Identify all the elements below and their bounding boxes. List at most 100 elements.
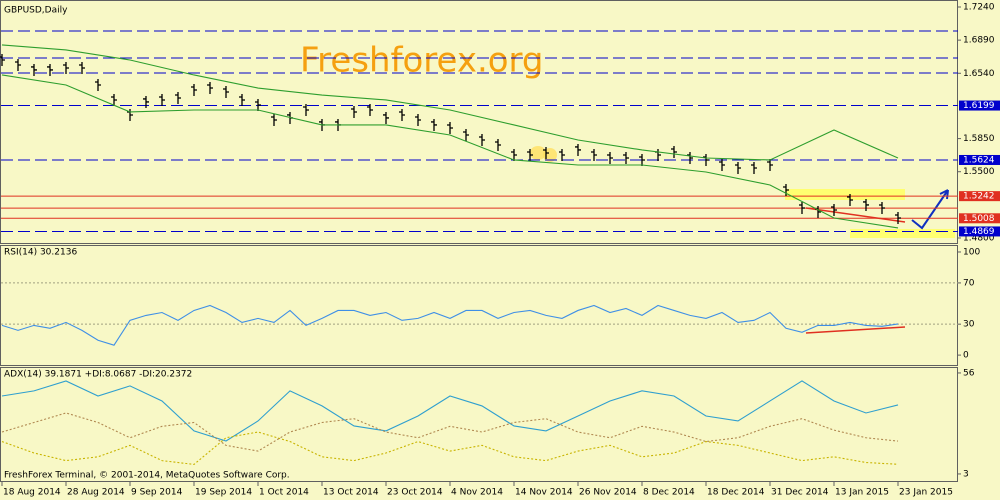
y-tick-label: 1.5850	[963, 134, 995, 144]
level-badge	[959, 154, 1000, 165]
x-tick-label: 28 Aug 2014	[67, 488, 125, 498]
price-bar	[751, 162, 757, 175]
series-line	[1, 44, 899, 161]
x-tick-label: 8 Dec 2014	[643, 488, 695, 498]
x-tick-label: 14 Nov 2014	[515, 488, 573, 498]
price-bar	[143, 95, 149, 108]
y-tick-label: 1.6890	[963, 36, 995, 46]
price-bar	[47, 63, 53, 76]
price-bar	[591, 148, 597, 161]
x-tick-label: 13 Oct 2014	[323, 488, 379, 498]
price-bar	[575, 143, 581, 156]
price-bar	[191, 84, 197, 97]
price-bar	[63, 61, 69, 74]
price-bar	[223, 86, 229, 99]
price-bar	[31, 63, 37, 76]
price-bar	[543, 146, 549, 159]
price-bar	[735, 162, 741, 175]
price-bar	[767, 158, 773, 171]
price-bar	[719, 158, 725, 171]
x-tick-label: 23 Jan 2015	[899, 488, 953, 498]
price-bar	[351, 105, 357, 118]
price-bar	[671, 146, 677, 159]
level-label: 1.5624	[963, 155, 995, 165]
price-bar	[559, 148, 565, 161]
price-bar	[207, 82, 213, 95]
series-line	[1, 74, 899, 229]
y-tick-label: 70	[963, 278, 975, 288]
y-tick-label: 0	[963, 351, 969, 361]
price-bar	[527, 148, 533, 161]
level-label: 1.6199	[963, 101, 995, 111]
price-bar	[879, 201, 885, 214]
price-bar	[831, 203, 837, 216]
price-bar	[15, 59, 21, 72]
price-bar	[863, 198, 869, 211]
price-bar	[367, 103, 373, 116]
level-badge	[959, 226, 1000, 237]
indicator-title: RSI(14) 30.2136	[4, 248, 77, 258]
y-tick-label: 56	[963, 368, 975, 378]
x-tick-label: 18 Aug 2014	[3, 488, 61, 498]
series-line	[1, 431, 899, 465]
y-tick-label: 30	[963, 320, 975, 330]
forecast-arrow	[911, 189, 949, 230]
highlight-circle	[530, 146, 546, 160]
price-bar	[607, 151, 613, 164]
price-bar	[415, 114, 421, 127]
x-tick-label: 23 Oct 2014	[387, 488, 443, 498]
panel-frame	[0, 367, 958, 482]
y-tick-label: 1.4800	[963, 233, 995, 243]
price-bar	[383, 111, 389, 124]
trend-line	[805, 326, 906, 334]
price-bar	[447, 121, 453, 134]
indicator-title: ADX(14) 39.1871 +DI:8.0687 -DI:20.2372	[4, 370, 192, 380]
arrow-head	[939, 189, 949, 200]
y-tick-label: 3	[963, 469, 969, 479]
y-tick-label: 100	[963, 247, 980, 257]
price-bar	[303, 103, 309, 116]
price-bar	[159, 93, 165, 106]
price-bar	[479, 134, 485, 147]
price-bar	[239, 93, 245, 106]
y-tick-label: 1.5500	[963, 167, 995, 177]
price-bar	[895, 212, 901, 225]
series-line	[1, 380, 899, 442]
x-tick-label: 4 Nov 2014	[451, 488, 503, 498]
price-bar	[495, 139, 501, 152]
price-bar	[431, 118, 437, 131]
price-bar	[111, 93, 117, 106]
price-bar	[175, 91, 181, 104]
level-label: 1.4869	[963, 227, 995, 237]
x-tick-label: 31 Dec 2014	[771, 488, 829, 498]
level-label: 1.5242	[963, 192, 995, 202]
trend-line	[805, 207, 906, 223]
price-bar	[0, 54, 5, 67]
level-badge	[959, 213, 1000, 224]
footer: FreshForex Terminal, © 2001-2014, MetaQu…	[4, 471, 290, 481]
highlight-zone	[850, 229, 955, 238]
price-bar	[79, 61, 85, 74]
price-bar	[399, 109, 405, 122]
x-tick-label: 1 Oct 2014	[259, 488, 309, 498]
price-bar	[95, 79, 101, 92]
price-bar	[687, 151, 693, 164]
panel-frame	[0, 0, 958, 244]
x-tick-label: 19 Sep 2014	[195, 488, 252, 498]
level-label: 1.5008	[963, 214, 995, 224]
x-tick-label: 13 Jan 2015	[835, 488, 889, 498]
highlight-zone	[785, 189, 905, 200]
price-bar	[255, 98, 261, 111]
watermark: Freshforex.org	[300, 41, 544, 81]
price-bar	[847, 194, 853, 207]
price-bar	[703, 153, 709, 166]
panel-frame	[0, 245, 958, 366]
price-bar	[623, 151, 629, 164]
series-line	[1, 304, 899, 346]
series-line	[1, 412, 899, 452]
chart-title: GBPUSD,Daily	[4, 6, 68, 16]
y-tick-label: 1.7240	[963, 3, 995, 13]
x-tick-label: 9 Sep 2014	[131, 488, 183, 498]
y-tick-label: 1.6540	[963, 69, 995, 79]
